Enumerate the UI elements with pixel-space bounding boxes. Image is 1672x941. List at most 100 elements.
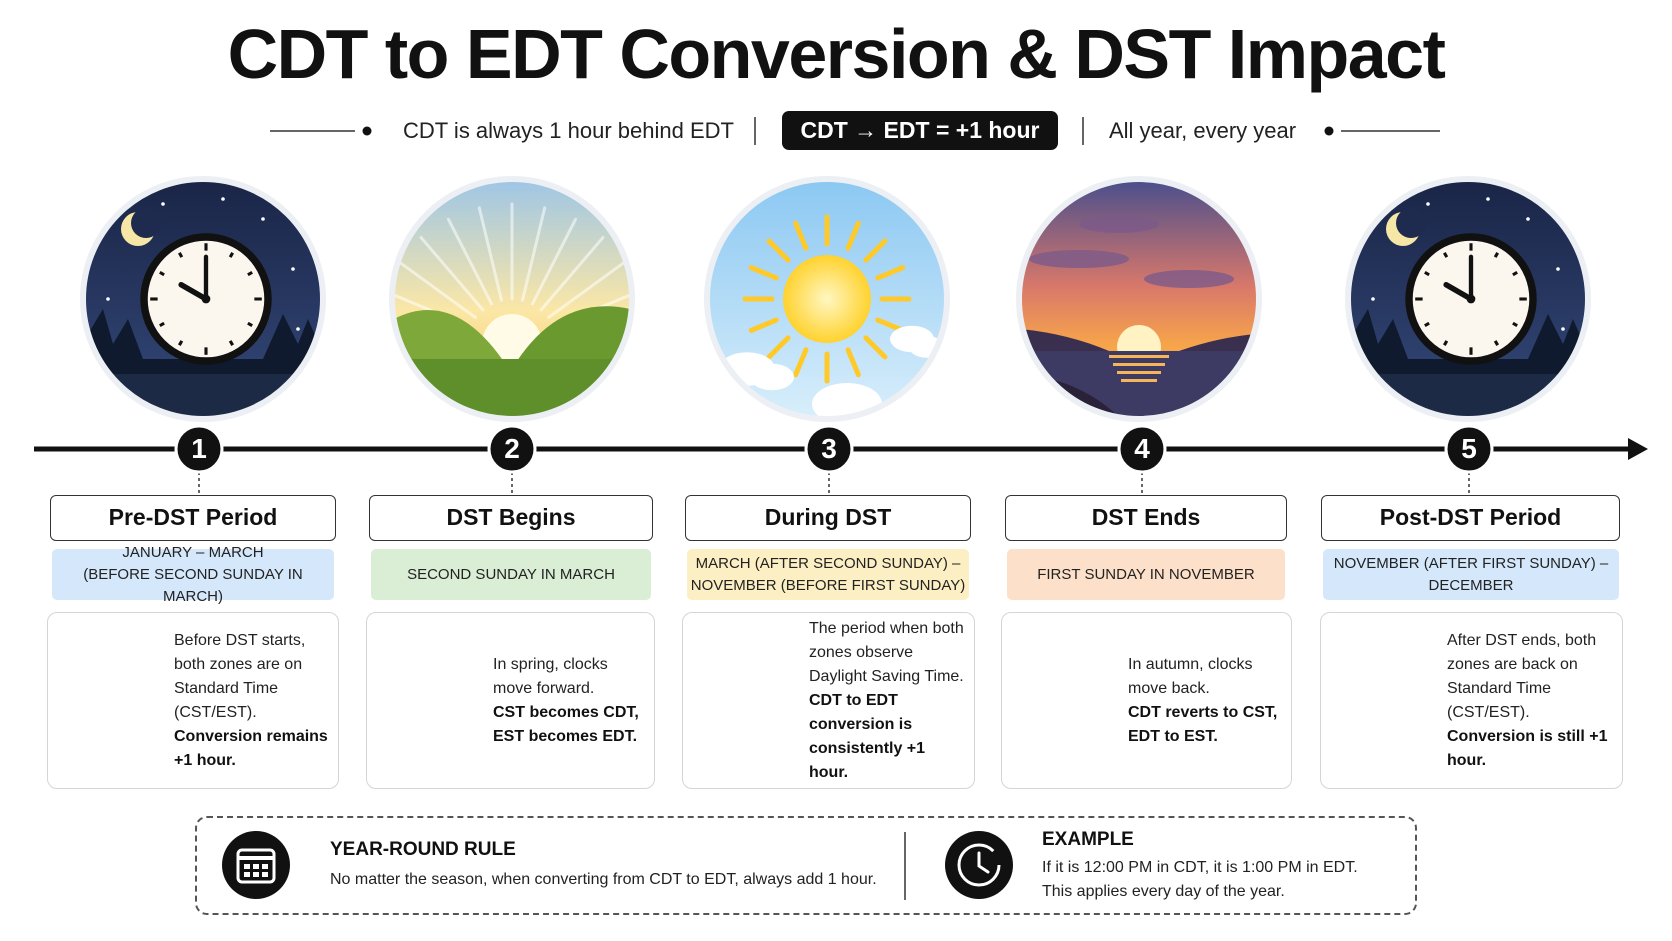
- subtitle-dot: [362, 126, 372, 136]
- reflection: [1113, 363, 1165, 366]
- moon-shadow: [1396, 208, 1426, 238]
- calendar: [236, 848, 276, 884]
- card-highlight: CST becomes CDT, EST becomes EDT.: [493, 703, 639, 745]
- scene: [1021, 181, 1257, 417]
- card-highlight: Conversion remains +1 hour.: [174, 727, 328, 769]
- clock-tick: [1493, 252, 1500, 258]
- step-number: 3: [821, 433, 837, 464]
- star: [296, 327, 300, 331]
- clock-tick: [228, 252, 235, 258]
- stage-title: DST Ends: [1005, 495, 1287, 541]
- step-number: 5: [1461, 433, 1477, 464]
- clock-tick: [228, 340, 235, 346]
- subtitle-badge: CDT → EDT = +1 hour: [782, 111, 1058, 150]
- calendar-cell: [244, 864, 250, 869]
- sun-ray: [863, 335, 888, 360]
- clock-tick: [177, 252, 184, 258]
- clock-tick: [159, 270, 165, 277]
- scene-frame: [1016, 176, 1262, 422]
- sun-ray: [863, 238, 888, 263]
- step-circle: [174, 424, 224, 474]
- history-hands: [977, 851, 990, 874]
- sun-ray: [748, 265, 779, 281]
- clock-tick: [1512, 270, 1518, 277]
- sun-ray: [793, 347, 809, 378]
- star: [1486, 197, 1490, 201]
- star: [291, 267, 295, 271]
- clock-tick: [177, 340, 184, 346]
- date-line: JANUARY – MARCH: [122, 543, 264, 561]
- history-clock: [957, 843, 1001, 887]
- clock-center: [201, 294, 211, 304]
- calendar-cell: [262, 864, 268, 869]
- sun: [783, 255, 871, 343]
- sun-ray: [446, 217, 494, 306]
- date-line: DECEMBER: [1428, 576, 1514, 594]
- sun-ray: [875, 265, 906, 281]
- example-line: This applies every day of the year.: [1042, 883, 1285, 900]
- subtitle-left: CDT is always 1 hour behind EDT: [403, 118, 734, 143]
- sun-ray: [419, 236, 485, 312]
- clock-tick: [159, 321, 165, 328]
- stage-card: In spring, clocks move forward. CST becom…: [366, 612, 655, 789]
- clock-tick: [1442, 252, 1449, 258]
- title: CDT to EDT Conversion & DST Impact: [227, 15, 1446, 93]
- stage-title: Pre-DST Period: [50, 495, 336, 541]
- sun-ray: [845, 220, 861, 251]
- clock-hand: [1443, 281, 1474, 302]
- stage-date: FIRST SUNDAY IN NOVEMBER: [1007, 549, 1285, 600]
- calendar-cell: [244, 872, 250, 877]
- step-circle: [487, 424, 537, 474]
- sun-ray: [477, 206, 503, 302]
- rule-title: YEAR-ROUND RULE: [330, 839, 516, 860]
- scene: [394, 181, 630, 417]
- star: [221, 197, 225, 201]
- calendar-cell: [262, 872, 268, 877]
- hill: [1021, 329, 1109, 351]
- star: [1426, 202, 1430, 206]
- stage-card: The period when both zones observe Dayli…: [682, 612, 975, 789]
- sun-ray: [539, 236, 605, 312]
- rule-text: No matter the season, when converting fr…: [330, 871, 877, 888]
- reflection: [1121, 379, 1157, 382]
- subtitle-right: All year, every year: [1109, 118, 1297, 143]
- scene-frame: [389, 176, 635, 422]
- moon-shadow: [131, 208, 161, 238]
- sun-ray: [397, 260, 478, 320]
- calendar-cell: [253, 872, 259, 877]
- clock-tick: [1512, 321, 1518, 328]
- step-number: 4: [1134, 433, 1150, 464]
- date-line: MARCH (AFTER SECOND SUNDAY) –: [695, 554, 961, 572]
- sun-ray: [546, 260, 627, 320]
- step-circle: [1444, 424, 1494, 474]
- card-text: Before DST starts, both zones are on Sta…: [174, 613, 332, 788]
- star: [1556, 267, 1560, 271]
- star: [1371, 297, 1375, 301]
- card-highlight: CDT reverts to CST, EDT to EST.: [1128, 703, 1278, 745]
- sun-ray: [530, 217, 578, 306]
- cloud: [1079, 215, 1159, 233]
- stage-card: After DST ends, both zones are back on S…: [1320, 612, 1623, 789]
- reflection: [1117, 371, 1161, 374]
- stage-card: Before DST starts, both zones are on Sta…: [47, 612, 339, 789]
- hill: [1179, 334, 1257, 351]
- subtitle-dot: [1324, 126, 1334, 136]
- stage-title: DST Begins: [369, 495, 653, 541]
- sun-ray: [766, 335, 791, 360]
- step-circle: [1117, 424, 1167, 474]
- stage-card: In autumn, clocks move back. CDT reverts …: [1001, 612, 1292, 789]
- step-number: 2: [504, 433, 520, 464]
- clock-tick: [1424, 270, 1430, 277]
- star: [1526, 217, 1530, 221]
- card-description: Before DST starts, both zones are on Sta…: [174, 631, 306, 721]
- card-description: In spring, clocks move forward.: [493, 655, 608, 697]
- scene-frame: [1345, 176, 1591, 422]
- star: [106, 297, 110, 301]
- card-description: The period when both zones observe Dayli…: [809, 619, 964, 685]
- date-line: (BEFORE SECOND SUNDAY IN MARCH): [83, 565, 303, 605]
- clock-center: [1466, 294, 1476, 304]
- sun-ray: [521, 206, 547, 302]
- stage-date: NOVEMBER (AFTER FIRST SUNDAY) – DECEMBER: [1323, 549, 1619, 600]
- clock-tick: [1442, 340, 1449, 346]
